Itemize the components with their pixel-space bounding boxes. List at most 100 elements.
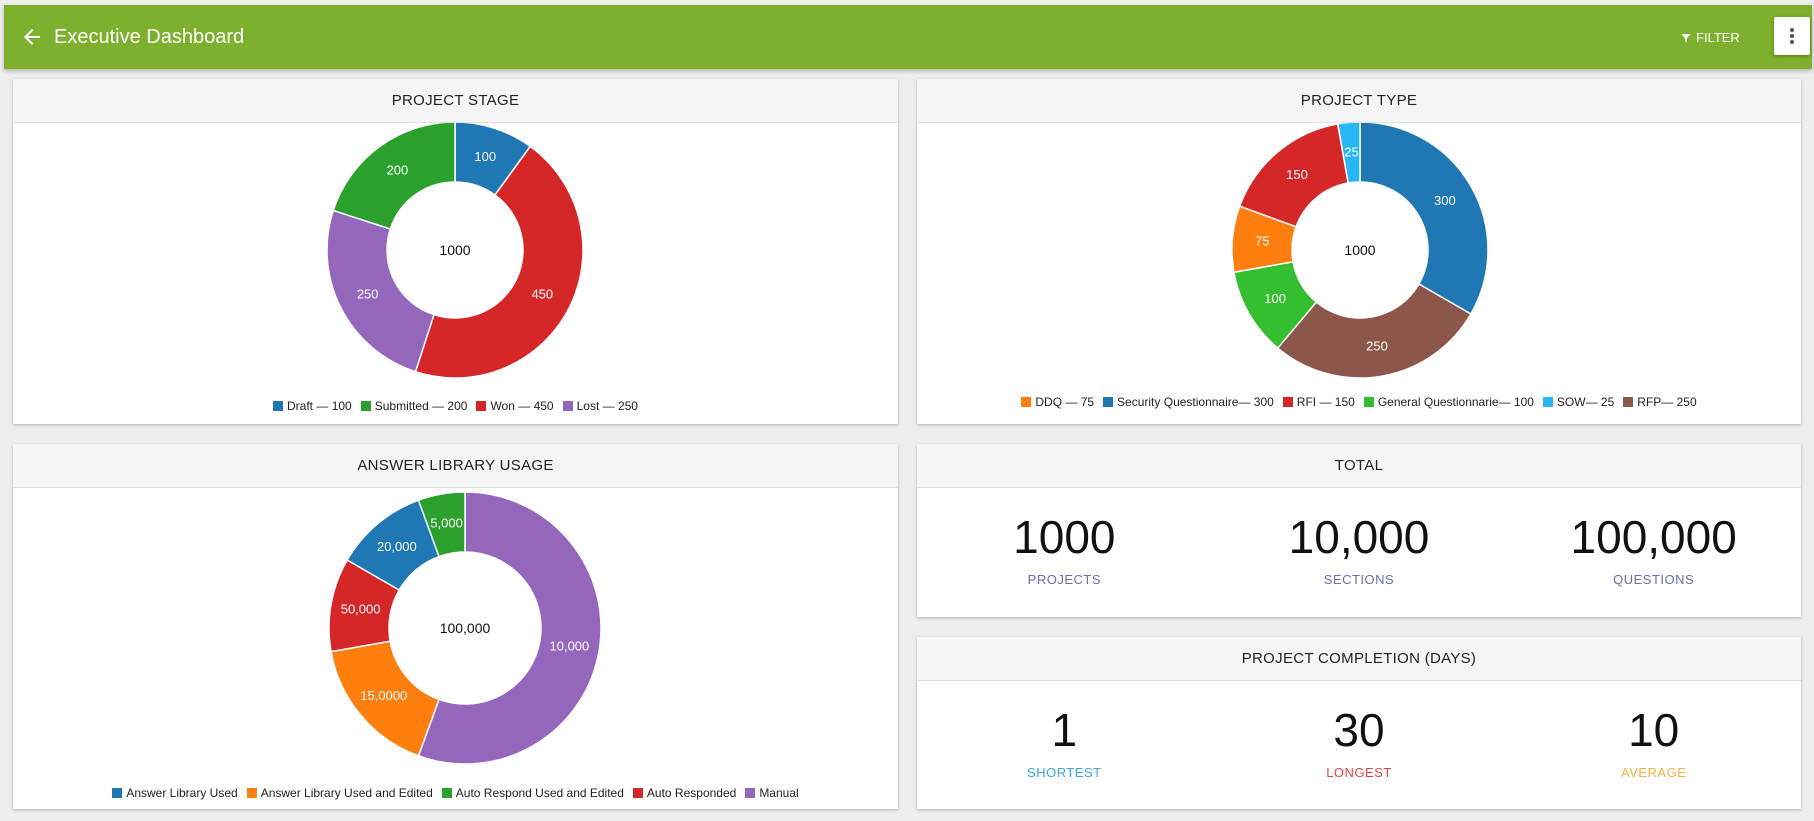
slice-value-label: 5,000 — [430, 516, 463, 531]
legend-item[interactable]: Answer Library Used and Edited — [246, 786, 433, 800]
donut-slice-won[interactable] — [414, 145, 584, 379]
stat-average: 10 AVERAGE — [1506, 703, 1801, 780]
answer-library-legend: Answer Library Used Answer Library Used a… — [13, 786, 898, 800]
legend-swatch — [476, 401, 487, 411]
more-vert-icon — [1790, 28, 1794, 32]
legend-item[interactable]: General Questionnarie— 100 — [1363, 395, 1534, 409]
legend-label: RFI — 150 — [1296, 395, 1355, 409]
stat-label: SHORTEST — [1027, 765, 1102, 780]
donut-slice-lost[interactable] — [326, 209, 435, 373]
stat-shortest: 1 SHORTEST — [917, 703, 1212, 780]
legend-label: Draft — 100 — [287, 399, 352, 413]
answer-library-donut-chart: 10,000 15,0000 50,000 20,000 5,000 100,000 — [328, 491, 602, 765]
back-arrow-icon[interactable] — [20, 25, 44, 49]
legend-item[interactable]: Manual — [745, 786, 799, 800]
legend-item[interactable]: DDQ — 75 — [1021, 395, 1094, 409]
card-title: PROJECT TYPE — [917, 79, 1801, 123]
stat-value: 10,000 — [1288, 511, 1430, 563]
slice-value-label: 75 — [1255, 233, 1269, 248]
legend-label: Answer Library Used and Edited — [260, 786, 433, 800]
legend-item[interactable]: Auto Respond Used and Edited — [441, 786, 624, 800]
slice-value-label: 200 — [387, 163, 409, 178]
legend-swatch — [562, 401, 573, 411]
card-title: TOTAL — [917, 444, 1801, 488]
legend-swatch — [1103, 397, 1114, 407]
stat-value: 10 — [1628, 704, 1680, 756]
card-title: PROJECT COMPLETION (DAYS) — [917, 637, 1801, 681]
legend-item[interactable]: Lost — 250 — [562, 399, 638, 413]
stat-questions: 100,000 QUESTIONS — [1506, 510, 1801, 587]
donut-slice-submitted[interactable] — [332, 123, 456, 230]
card-title: PROJECT STAGE — [13, 79, 898, 123]
legend-item[interactable]: Security Questionnaire— 300 — [1103, 395, 1274, 409]
stat-value: 1 — [1051, 704, 1078, 756]
legend-label: General Questionnarie— 100 — [1377, 395, 1534, 409]
stat-label: QUESTIONS — [1613, 572, 1695, 587]
stat-longest: 30 LONGEST — [1212, 703, 1507, 780]
legend-label: DDQ — 75 — [1035, 395, 1095, 409]
page-title: Executive Dashboard — [54, 26, 245, 48]
donut-slice-sow[interactable] — [1336, 123, 1361, 184]
slice-value-label: 20,000 — [377, 539, 417, 554]
donut-slice-auto-respond-used-and-edited[interactable] — [417, 491, 466, 558]
stat-projects: 1000 PROJECTS — [917, 510, 1212, 587]
completion-stats: 1 SHORTEST 30 LONGEST 10 AVERAGE — [917, 681, 1801, 780]
project-type-card: PROJECT TYPE 300 250 100 75 150 25 1000 DDQ — … — [917, 79, 1801, 424]
stat-value: 1000 — [1013, 511, 1116, 563]
donut-center-total: 1000 — [439, 242, 470, 258]
legend-label: Auto Respond Used and Edited — [455, 786, 624, 800]
donut-slice-rfp[interactable] — [1276, 282, 1472, 379]
legend-label: Security Questionnaire— 300 — [1117, 395, 1274, 409]
donut-slice-security-questionnaire[interactable] — [1359, 123, 1489, 316]
slice-value-label: 450 — [531, 286, 553, 301]
project-stage-legend: Draft — 100 Submitted — 200 Won — 450 Lost … — [13, 399, 898, 413]
legend-swatch — [1542, 397, 1553, 407]
answer-library-card: ANSWER LIBRARY USAGE 10,000 15,0000 50,000… — [13, 444, 898, 809]
legend-swatch — [112, 788, 123, 798]
legend-swatch — [1623, 397, 1634, 407]
legend-item[interactable]: SOW— 25 — [1542, 395, 1614, 409]
legend-swatch — [1363, 397, 1374, 407]
legend-swatch — [441, 788, 452, 798]
legend-swatch — [1021, 397, 1032, 407]
slice-value-label: 250 — [357, 286, 379, 301]
legend-item[interactable]: Draft — 100 — [273, 399, 352, 413]
filter-button[interactable]: FILTER — [1680, 31, 1740, 45]
legend-item[interactable]: Submitted — 200 — [360, 399, 467, 413]
app-bar: Executive Dashboard FILTER — [4, 5, 1812, 69]
legend-item[interactable]: RFI — 150 — [1282, 395, 1355, 409]
stat-sections: 10,000 SECTIONS — [1212, 510, 1507, 587]
legend-label: Won — 450 — [490, 399, 554, 413]
card-title: ANSWER LIBRARY USAGE — [13, 444, 898, 488]
donut-slice-manual[interactable] — [417, 491, 602, 765]
stat-value: 30 — [1333, 704, 1385, 756]
project-completion-card: PROJECT COMPLETION (DAYS) 1 SHORTEST 30 LON… — [917, 637, 1801, 809]
legend-item[interactable]: Answer Library Used — [112, 786, 238, 800]
stat-label: AVERAGE — [1620, 765, 1687, 780]
project-stage-donut-chart: 100 450 250 200 1000 — [326, 123, 584, 379]
donut-center-total: 1000 — [1344, 242, 1375, 258]
legend-swatch — [273, 401, 284, 411]
slice-value-label: 10,000 — [550, 638, 590, 653]
legend-item[interactable]: Won — 450 — [476, 399, 554, 413]
legend-label: Lost — 250 — [576, 399, 638, 413]
filter-icon — [1681, 34, 1691, 42]
legend-swatch — [745, 788, 756, 798]
project-type-donut-chart: 300 250 100 75 150 25 1000 — [1231, 123, 1489, 379]
stat-label: LONGEST — [1326, 765, 1392, 780]
filter-label: FILTER — [1696, 30, 1740, 45]
total-stats: 1000 PROJECTS 10,000 SECTIONS 100,000 QUESTIO… — [917, 488, 1801, 587]
stat-label: SECTIONS — [1323, 572, 1395, 587]
total-card: TOTAL 1000 PROJECTS 10,000 SECTIONS 100,000 Q… — [917, 444, 1801, 617]
legend-label: Auto Responded — [646, 786, 737, 800]
legend-swatch — [246, 788, 257, 798]
legend-label: Answer Library Used — [126, 786, 238, 800]
legend-swatch — [360, 401, 371, 411]
legend-item[interactable]: RFP— 250 — [1623, 395, 1697, 409]
legend-swatch — [1282, 397, 1293, 407]
legend-item[interactable]: Auto Responded — [632, 786, 737, 800]
slice-value-label: 25 — [1344, 144, 1358, 159]
slice-value-label: 250 — [1366, 339, 1388, 354]
more-menu-button[interactable] — [1774, 17, 1810, 55]
slice-value-label: 15,0000 — [360, 688, 407, 703]
